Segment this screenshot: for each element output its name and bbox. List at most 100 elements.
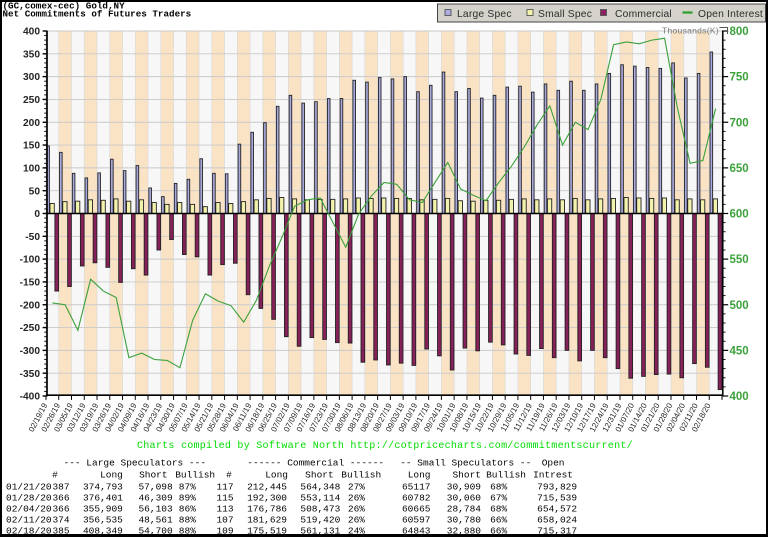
svg-text:Bullish: Bullish: [175, 469, 215, 480]
svg-text:117: 117: [216, 481, 233, 492]
svg-text:658,024: 658,024: [537, 515, 577, 526]
svg-text:Short: Short: [452, 469, 481, 480]
svg-text:24%: 24%: [348, 525, 365, 536]
svg-text:350: 350: [23, 49, 40, 60]
svg-text:01/28/20: 01/28/20: [6, 492, 52, 503]
svg-text:66%: 66%: [490, 515, 507, 526]
svg-text:(GC,comex-cec) Gold,NY: (GC,comex-cec) Gold,NY: [3, 1, 126, 12]
svg-text:65117: 65117: [402, 481, 431, 492]
svg-text:519,420: 519,420: [300, 515, 340, 526]
svg-text:46,309: 46,309: [138, 492, 173, 503]
svg-text:88%: 88%: [179, 515, 196, 526]
svg-text:400: 400: [730, 391, 749, 403]
svg-text:715,539: 715,539: [537, 492, 577, 503]
svg-text:56,103: 56,103: [138, 504, 173, 515]
svg-text:30,060: 30,060: [447, 492, 482, 503]
svg-text:Long: Long: [100, 469, 123, 480]
svg-text:Large Spec: Large Spec: [457, 9, 512, 20]
svg-text:250: 250: [23, 95, 40, 106]
svg-text:-350: -350: [20, 369, 41, 380]
svg-text:Bullish: Bullish: [341, 469, 381, 480]
svg-text:212,445: 212,445: [247, 481, 287, 492]
svg-text:715,317: 715,317: [537, 525, 577, 536]
svg-text:-250: -250: [20, 323, 41, 334]
svg-text:Net Commitments of Futures Tra: Net Commitments of Futures Traders: [3, 9, 192, 20]
svg-text:88%: 88%: [179, 525, 196, 536]
svg-text:561,131: 561,131: [300, 525, 340, 536]
svg-text:#: #: [52, 469, 58, 480]
svg-text:355,909: 355,909: [83, 504, 123, 515]
svg-text:--- Large Speculators ---: --- Large Speculators ---: [64, 458, 207, 469]
svg-text:654,572: 654,572: [537, 504, 577, 515]
svg-text:408,349: 408,349: [83, 525, 123, 536]
svg-text:-400: -400: [20, 392, 41, 403]
svg-text:181,629: 181,629: [247, 515, 287, 526]
svg-text:26%: 26%: [348, 515, 365, 526]
svg-text:793,829: 793,829: [537, 481, 577, 492]
svg-text:60782: 60782: [402, 492, 431, 503]
svg-text:Bullish: Bullish: [486, 469, 526, 480]
svg-text:564,348: 564,348: [300, 481, 340, 492]
svg-text:115: 115: [216, 492, 233, 503]
svg-text:Open: Open: [542, 458, 565, 469]
svg-text:50: 50: [29, 186, 41, 197]
svg-text:109: 109: [216, 525, 233, 536]
svg-text:48,561: 48,561: [138, 515, 173, 526]
svg-text:Open Interest: Open Interest: [698, 9, 763, 20]
svg-text:387: 387: [52, 481, 69, 492]
svg-text:0: 0: [34, 209, 40, 220]
svg-text:200: 200: [23, 118, 40, 129]
svg-text:-150: -150: [20, 278, 41, 289]
svg-text:450: 450: [730, 345, 749, 357]
svg-text:553,114: 553,114: [300, 492, 340, 503]
svg-text:68%: 68%: [490, 504, 507, 515]
svg-text:Charts compiled by Software No: Charts compiled by Software North http:/…: [137, 440, 633, 452]
svg-text:508,473: 508,473: [300, 504, 340, 515]
svg-text:113: 113: [216, 504, 233, 515]
svg-text:650: 650: [730, 163, 749, 175]
svg-text:67%: 67%: [490, 492, 507, 503]
svg-text:750: 750: [730, 72, 749, 84]
svg-text:-200: -200: [20, 300, 41, 311]
svg-text:385: 385: [52, 525, 69, 536]
svg-text:192,300: 192,300: [247, 492, 287, 503]
svg-text:374,793: 374,793: [83, 481, 123, 492]
svg-text:300: 300: [23, 72, 40, 83]
svg-text:02/18/20: 02/18/20: [6, 525, 52, 536]
svg-text:400: 400: [23, 27, 40, 38]
svg-text:374: 374: [52, 515, 69, 526]
svg-text:356,535: 356,535: [83, 515, 123, 526]
svg-text:-300: -300: [20, 346, 41, 357]
svg-text:68%: 68%: [490, 481, 507, 492]
svg-text:60665: 60665: [402, 504, 431, 515]
svg-text:26%: 26%: [348, 504, 365, 515]
svg-text:28,784: 28,784: [447, 504, 482, 515]
svg-text:366: 366: [52, 492, 69, 503]
svg-text:86%: 86%: [179, 504, 196, 515]
svg-text:Long: Long: [265, 469, 288, 480]
svg-text:60597: 60597: [402, 515, 431, 526]
svg-text:30,909: 30,909: [447, 481, 482, 492]
svg-text:Small Spec: Small Spec: [538, 9, 592, 20]
svg-text:500: 500: [730, 300, 749, 312]
svg-text:#: #: [226, 469, 232, 480]
svg-text:366: 366: [52, 504, 69, 515]
svg-text:32,880: 32,880: [447, 525, 482, 536]
svg-text:176,786: 176,786: [247, 504, 287, 515]
svg-text:-100: -100: [20, 255, 41, 266]
svg-text:175,519: 175,519: [247, 525, 287, 536]
svg-text:-- Small Speculators --: -- Small Speculators --: [400, 458, 531, 469]
svg-text:Intrest: Intrest: [533, 469, 573, 480]
svg-text:550: 550: [730, 254, 749, 266]
svg-text:27%: 27%: [348, 481, 365, 492]
svg-text:87%: 87%: [179, 481, 196, 492]
svg-text:Short: Short: [305, 469, 334, 480]
svg-text:376,401: 376,401: [83, 492, 123, 503]
svg-text:Thousands(K): Thousands(K): [662, 26, 719, 36]
svg-text:02/04/20: 02/04/20: [6, 504, 52, 515]
svg-text:107: 107: [216, 515, 233, 526]
svg-text:Commercial: Commercial: [615, 9, 672, 20]
svg-text:26%: 26%: [348, 492, 365, 503]
svg-text:57,098: 57,098: [138, 481, 173, 492]
svg-text:89%: 89%: [179, 492, 196, 503]
